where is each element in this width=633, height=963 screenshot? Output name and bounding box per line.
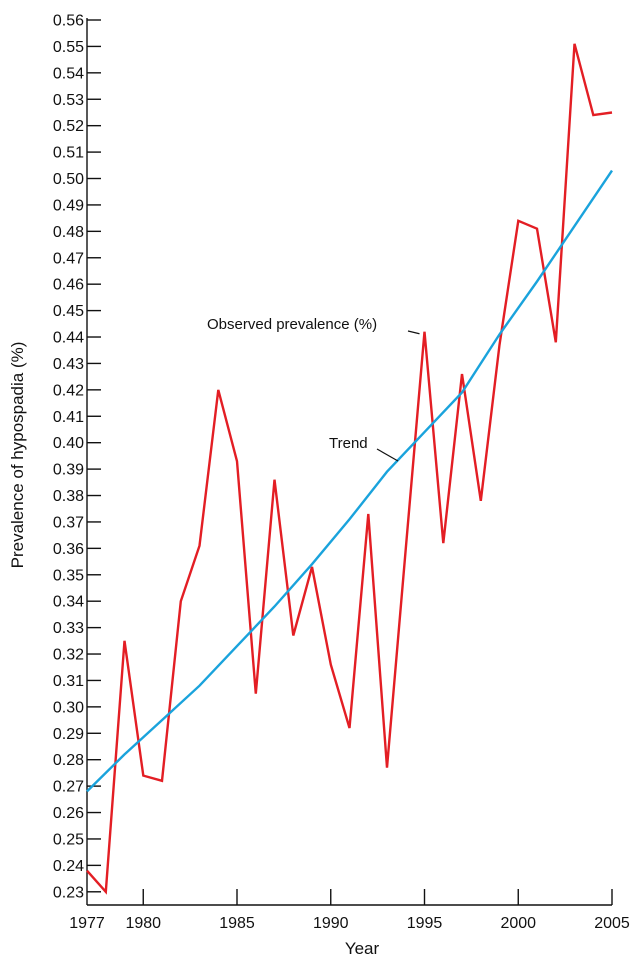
y-tick-label: 0.37 bbox=[53, 514, 84, 531]
leader-line-observed bbox=[407, 330, 420, 335]
y-tick-label: 0.27 bbox=[53, 779, 84, 796]
y-tick-label: 0.54 bbox=[53, 65, 84, 82]
y-tick-label: 0.33 bbox=[53, 620, 84, 637]
x-tick-label: 1977 bbox=[69, 915, 105, 932]
y-tick-label: 0.29 bbox=[53, 726, 84, 743]
y-axis-ticks: 0.23 0.24 0.25 0.26 0.27 0.28 0.29 0.30 0.31 0.32… bbox=[53, 13, 101, 901]
y-tick-label: 0.40 bbox=[53, 435, 84, 452]
y-tick-label: 0.31 bbox=[53, 673, 84, 690]
annotation-observed-prevalence: Observed prevalence (%) bbox=[207, 316, 377, 333]
y-tick-label: 0.43 bbox=[53, 356, 84, 373]
y-tick-label: 0.23 bbox=[53, 884, 84, 901]
x-tick-label: 2000 bbox=[500, 915, 536, 932]
x-tick-label: 2005 bbox=[594, 915, 630, 932]
x-tick-label: 1995 bbox=[407, 915, 443, 932]
y-tick-label: 0.55 bbox=[53, 39, 84, 56]
leader-line-trend bbox=[376, 448, 399, 462]
y-tick-label: 0.24 bbox=[53, 858, 84, 875]
observed-prevalence-line bbox=[86, 43, 613, 895]
y-tick-label: 0.42 bbox=[53, 382, 84, 399]
y-tick-label: 0.26 bbox=[53, 805, 84, 822]
y-tick-label: 0.38 bbox=[53, 488, 84, 505]
y-tick-label: 0.50 bbox=[53, 171, 84, 188]
y-tick-label: 0.48 bbox=[53, 224, 84, 241]
annotation-layer: Observed prevalence (%) Trend bbox=[207, 316, 420, 462]
y-tick-label: 0.36 bbox=[53, 541, 84, 558]
y-tick-label: 0.34 bbox=[53, 594, 84, 611]
trend-line bbox=[86, 169, 613, 793]
y-tick-label: 0.39 bbox=[53, 462, 84, 479]
y-tick-label: 0.28 bbox=[53, 752, 84, 769]
y-tick-label: 0.44 bbox=[53, 330, 84, 347]
y-axis-title: Prevalence of hypospadia (%) bbox=[8, 342, 27, 569]
x-axis-ticks: 1977 1980 1985 1990 1995 2000 2005 bbox=[69, 889, 630, 932]
x-tick-label: 1980 bbox=[125, 915, 161, 932]
y-tick-label: 0.25 bbox=[53, 831, 84, 848]
y-tick-label: 0.45 bbox=[53, 303, 84, 320]
y-tick-label: 0.30 bbox=[53, 699, 84, 716]
y-tick-label: 0.52 bbox=[53, 118, 84, 135]
x-tick-label: 1985 bbox=[219, 915, 255, 932]
y-tick-label: 0.41 bbox=[53, 409, 84, 426]
y-tick-label: 0.46 bbox=[53, 277, 84, 294]
annotation-trend: Trend bbox=[329, 435, 368, 452]
y-tick-label: 0.53 bbox=[53, 92, 84, 109]
series-layer bbox=[86, 43, 613, 895]
x-axis-title: Year bbox=[345, 939, 380, 958]
x-tick-label: 1990 bbox=[313, 915, 349, 932]
y-tick-label: 0.47 bbox=[53, 250, 84, 267]
y-tick-label: 0.32 bbox=[53, 647, 84, 664]
y-tick-label: 0.49 bbox=[53, 197, 84, 214]
y-tick-label: 0.35 bbox=[53, 567, 84, 584]
y-tick-label: 0.56 bbox=[53, 13, 84, 30]
y-tick-label: 0.51 bbox=[53, 145, 84, 162]
